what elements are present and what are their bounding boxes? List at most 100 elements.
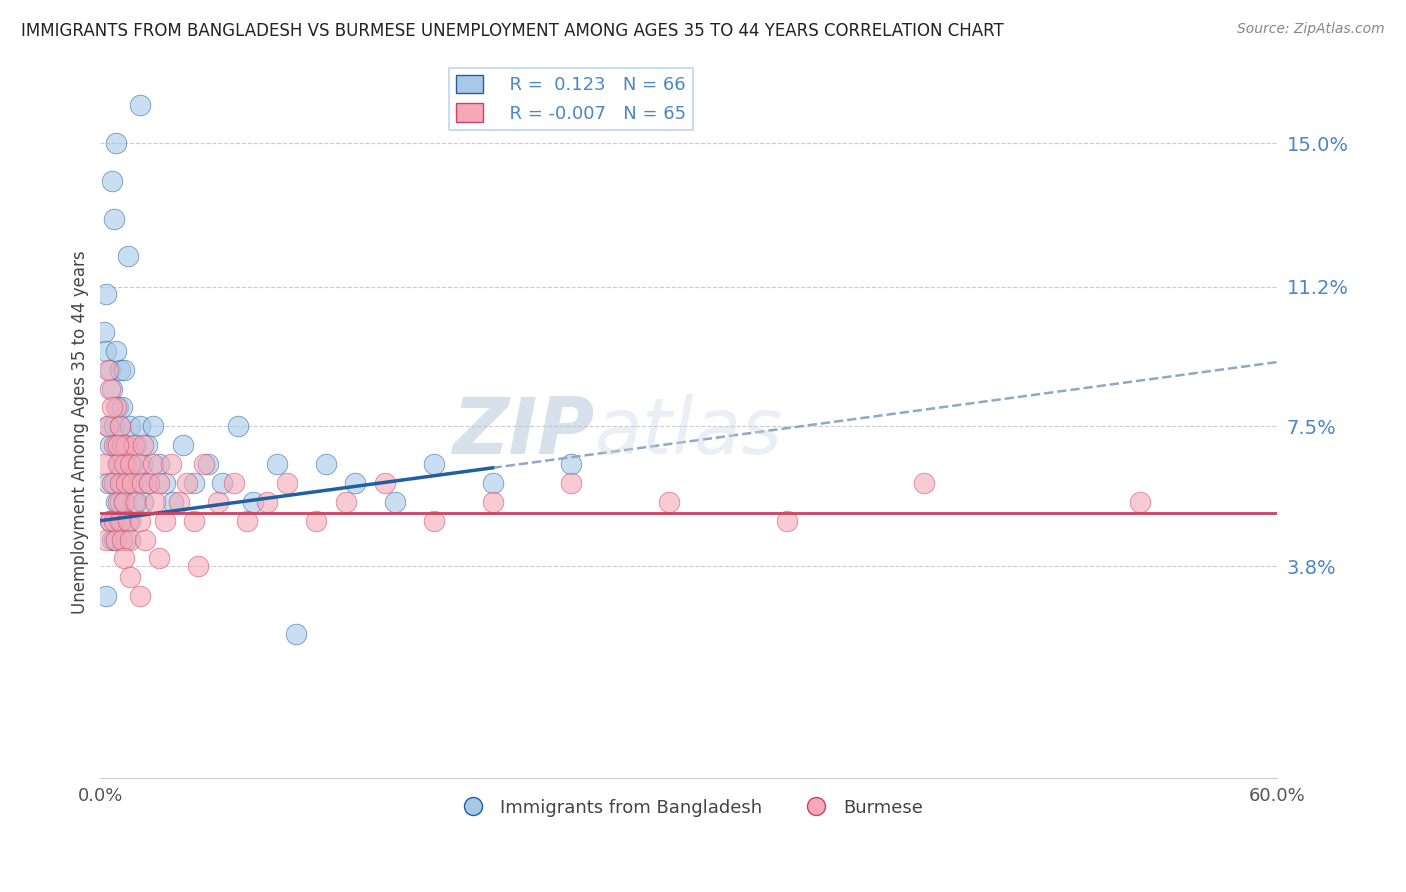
Point [122, 495, 145, 509]
Point [107, 401, 129, 415]
Point [108, 514, 131, 528]
Point [105, 401, 128, 415]
Point [148, 551, 170, 566]
Point [256, 495, 278, 509]
Point [226, 419, 249, 434]
Point [93, 457, 115, 471]
Point [266, 457, 288, 471]
Point [138, 475, 160, 490]
Point [121, 475, 143, 490]
Point [121, 457, 143, 471]
Point [423, 457, 446, 471]
Point [384, 495, 406, 509]
Point [176, 475, 198, 490]
Point [207, 495, 229, 509]
Point [127, 457, 149, 471]
Point [105, 136, 128, 150]
Point [111, 475, 134, 490]
Point [143, 495, 166, 509]
Point [276, 475, 298, 490]
Point [193, 457, 215, 471]
Point [93, 325, 115, 339]
Point [117, 249, 139, 263]
Point [127, 475, 149, 490]
Point [108, 419, 131, 434]
Point [183, 475, 205, 490]
Point [124, 495, 146, 509]
Point [103, 475, 125, 490]
Point [118, 570, 141, 584]
Point [117, 475, 139, 490]
Point [97, 475, 120, 490]
Point [111, 514, 134, 528]
Point [132, 438, 155, 452]
Point [128, 419, 150, 434]
Point [285, 627, 308, 641]
Legend: Immigrants from Bangladesh, Burmese: Immigrants from Bangladesh, Burmese [447, 791, 931, 824]
Point [108, 362, 131, 376]
Point [118, 533, 141, 547]
Point [101, 533, 124, 547]
Point [236, 514, 259, 528]
Text: atlas: atlas [595, 394, 783, 470]
Point [98, 362, 121, 376]
Point [101, 382, 124, 396]
Point [108, 457, 131, 471]
Point [96, 533, 118, 547]
Point [107, 495, 129, 509]
Point [211, 475, 233, 490]
Point [103, 533, 125, 547]
Point [153, 475, 176, 490]
Text: ZIP: ZIP [453, 394, 595, 470]
Point [153, 514, 176, 528]
Point [108, 495, 131, 509]
Point [105, 438, 128, 452]
Point [112, 495, 135, 509]
Point [115, 457, 138, 471]
Point [148, 457, 170, 471]
Y-axis label: Unemployment Among Ages 35 to 44 years: Unemployment Among Ages 35 to 44 years [72, 250, 89, 614]
Point [98, 382, 121, 396]
Point [103, 438, 125, 452]
Point [128, 589, 150, 603]
Point [131, 457, 153, 471]
Point [107, 514, 129, 528]
Point [103, 514, 125, 528]
Point [242, 495, 264, 509]
Point [115, 475, 138, 490]
Point [658, 495, 681, 509]
Point [124, 438, 146, 452]
Point [105, 495, 128, 509]
Point [101, 401, 124, 415]
Point [96, 343, 118, 358]
Point [105, 343, 128, 358]
Point [108, 419, 131, 434]
Point [172, 438, 194, 452]
Point [128, 514, 150, 528]
Point [131, 475, 153, 490]
Point [481, 495, 503, 509]
Point [98, 438, 121, 452]
Point [134, 533, 156, 547]
Point [97, 419, 120, 434]
Point [112, 495, 135, 509]
Point [1129, 495, 1152, 509]
Point [103, 211, 125, 226]
Point [122, 438, 145, 452]
Point [103, 419, 125, 434]
Point [112, 551, 135, 566]
Point [335, 495, 357, 509]
Point [776, 514, 799, 528]
Point [118, 419, 141, 434]
Point [315, 457, 337, 471]
Point [115, 533, 138, 547]
Text: IMMIGRANTS FROM BANGLADESH VS BURMESE UNEMPLOYMENT AMONG AGES 35 TO 44 YEARS COR: IMMIGRANTS FROM BANGLADESH VS BURMESE UN… [21, 22, 1004, 40]
Point [132, 495, 155, 509]
Point [97, 362, 120, 376]
Point [187, 559, 209, 574]
Point [107, 438, 129, 452]
Point [111, 401, 134, 415]
Point [96, 287, 118, 301]
Point [560, 457, 582, 471]
Point [197, 457, 219, 471]
